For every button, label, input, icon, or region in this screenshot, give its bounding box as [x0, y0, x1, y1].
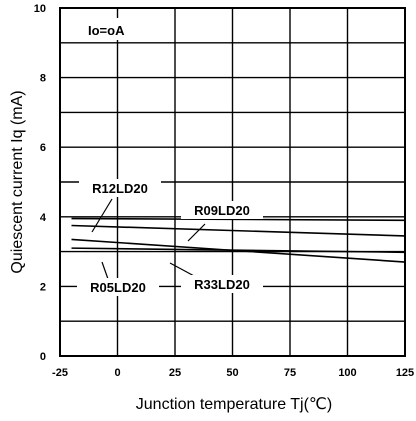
- x-tick-label: 0: [114, 367, 120, 379]
- x-axis-title: Junction temperature Tj(℃): [136, 396, 332, 413]
- series-label-background: [181, 201, 263, 219]
- y-tick-label: 6: [40, 142, 46, 154]
- tick-labels: -25 0 25 50 75 100 125 0 2 4 6 8 10: [34, 3, 414, 379]
- y-tick-label: 8: [40, 73, 46, 85]
- y-tick-label: 0: [40, 351, 46, 363]
- annotation-background: [84, 18, 140, 40]
- x-tick-label: 50: [226, 367, 238, 379]
- plot-frame: [59, 7, 406, 357]
- series-label-background: [181, 275, 263, 293]
- series-labels: R12LD20 R09LD20 R05LD20 R33LD20: [77, 179, 263, 296]
- series-line-r12ld20: [71, 217, 406, 222]
- series-line-r33ld20: [71, 238, 406, 263]
- series-lines: [71, 217, 406, 263]
- x-tick-label: -25: [52, 367, 68, 379]
- leader-line: [169, 262, 197, 278]
- x-tick-label: 25: [169, 367, 181, 379]
- x-tick-label: 75: [284, 367, 296, 379]
- series-label-r05ld20: R05LD20: [90, 280, 146, 295]
- leader-line: [187, 223, 206, 242]
- series-label-r12ld20: R12LD20: [92, 181, 148, 196]
- series-line-r09ld20: [71, 224, 406, 237]
- annotation-text: Io=oA: [88, 23, 125, 38]
- y-axis-title: Quiescent current Iq (mA): [9, 90, 26, 273]
- series-label-background: [79, 179, 161, 197]
- leader-line: [101, 261, 109, 280]
- series-label-background: [77, 278, 159, 296]
- leader-line: [91, 198, 113, 233]
- leader-lines: [91, 198, 206, 280]
- y-tick-label: 10: [34, 3, 46, 15]
- x-tick-label: 100: [338, 367, 356, 379]
- y-tick-label: 4: [40, 212, 47, 224]
- annotation-box: Io=oA: [84, 18, 140, 40]
- x-tick-label: 125: [396, 367, 414, 379]
- series-label-r09ld20: R09LD20: [194, 203, 250, 218]
- y-tick-label: 2: [40, 281, 46, 293]
- series-label-r33ld20: R33LD20: [194, 277, 250, 292]
